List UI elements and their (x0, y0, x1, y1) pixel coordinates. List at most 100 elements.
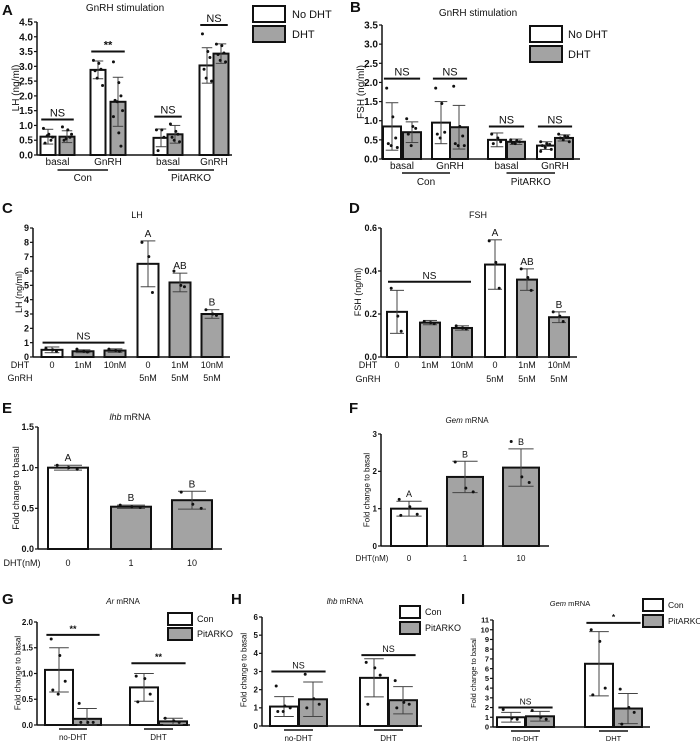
data-point (107, 347, 111, 351)
bar (89, 68, 107, 156)
data-point (140, 240, 144, 244)
data-point (405, 117, 409, 121)
data-point (79, 720, 83, 724)
data-point (177, 720, 181, 724)
panel-d: D FSH FSH (ng/ml) 0.0 0.2 0.4 0.6 A AB B NS DHT 0 1nM… (349, 200, 577, 384)
legend-swatch (642, 614, 664, 628)
data-point (415, 512, 419, 516)
data-point (115, 100, 119, 104)
data-point (176, 132, 180, 136)
data-point (518, 140, 522, 144)
data-point (526, 275, 530, 279)
y-axis-label: Fold change to basal (362, 453, 371, 527)
data-point (136, 700, 140, 704)
significance-label: NS (292, 661, 305, 671)
data-point (464, 486, 468, 490)
x-group-label: PitARKO (171, 173, 211, 184)
y-tick-label: 2.0 (22, 618, 34, 627)
data-point (394, 136, 398, 140)
data-point (97, 61, 101, 65)
panel-letter: A (2, 2, 13, 19)
significance-label: NS (394, 67, 409, 79)
data-point (407, 702, 411, 706)
data-point (305, 706, 309, 710)
panel-b: B GnRH stimulation FSH (ng/ml) 0.0 0.5 1.0 1.5… (350, 0, 608, 188)
data-point (67, 466, 71, 470)
x-row-label: GnRH (7, 373, 32, 383)
x-group-label: Con (74, 173, 92, 184)
data-point (86, 720, 90, 724)
chart-title-italic: Gem (550, 599, 566, 608)
data-point (499, 140, 503, 144)
chart-title: GnRH stimulation (86, 3, 164, 14)
data-point (548, 142, 552, 146)
data-point (179, 283, 183, 287)
panel-letter: I (461, 591, 465, 608)
data-point (627, 706, 631, 710)
data-point (396, 314, 400, 318)
data-point (143, 677, 147, 681)
data-point (117, 131, 121, 135)
y-tick-label: 0.5 (364, 135, 378, 146)
data-point (402, 700, 406, 704)
y-tick-label: 10 (481, 625, 489, 634)
y-tick-label: 3 (254, 667, 259, 676)
x-tick-label: 0 (394, 360, 399, 370)
y-tick-label: 1.0 (21, 463, 34, 473)
chart-title-text: FSH (469, 210, 487, 220)
x-tick-label: 1nM (171, 360, 189, 370)
x-tick-label: 5nM (550, 374, 568, 384)
data-point (391, 115, 395, 119)
x-group-label: no-DHT (512, 734, 539, 743)
data-point (399, 329, 403, 333)
significance-letter: B (462, 449, 468, 459)
x-group-label: DHT (380, 734, 397, 743)
data-point (130, 505, 134, 509)
data-point (63, 679, 67, 683)
y-tick-label: 1.0 (19, 121, 33, 132)
x-tick-label: 1nM (518, 360, 536, 370)
legend-swatch (167, 627, 193, 641)
data-point (389, 286, 393, 290)
panel-letter: F (349, 400, 358, 417)
data-point (276, 709, 280, 713)
y-tick-label: 11 (481, 616, 489, 625)
significance-label: NS (77, 332, 91, 343)
data-point (56, 692, 60, 696)
significance-letter: A (65, 453, 72, 464)
panel-letter: B (350, 0, 361, 16)
data-point (515, 717, 519, 721)
data-point (435, 132, 439, 136)
y-tick-label: 3.0 (364, 40, 378, 51)
legend-swatch (642, 598, 664, 612)
significance-letter: B (128, 493, 135, 504)
significance-label: ** (155, 652, 163, 662)
x-group-label: Con (417, 177, 435, 188)
data-point (220, 44, 224, 48)
data-point (438, 136, 442, 140)
data-point (422, 320, 426, 324)
legend-swatch (252, 5, 286, 23)
y-tick-label: 0.0 (21, 544, 34, 554)
data-point (75, 467, 79, 471)
x-tick-label: 5nM (518, 374, 536, 384)
y-tick-label: 5 (485, 674, 489, 683)
chart-title: lhb mRNA (327, 597, 364, 606)
data-point (399, 513, 403, 517)
data-point (216, 53, 220, 57)
x-tick-label: 1nM (421, 360, 439, 370)
y-axis-label: Fold change to basal (13, 636, 22, 710)
data-point (567, 140, 571, 144)
data-point (211, 312, 215, 316)
legend-swatch (529, 45, 563, 63)
x-group-label: no-DHT (59, 733, 87, 742)
significance-letter: A (406, 489, 412, 499)
data-point (162, 135, 166, 139)
chart-title: Ar mRNA (105, 597, 140, 606)
y-axis-label: LH (ng/ml) (14, 271, 24, 313)
data-point (118, 503, 122, 507)
x-group-label: DHT (150, 733, 167, 742)
x-sublabel: GnRH (94, 157, 122, 168)
y-tick-label: 1 (24, 338, 29, 348)
